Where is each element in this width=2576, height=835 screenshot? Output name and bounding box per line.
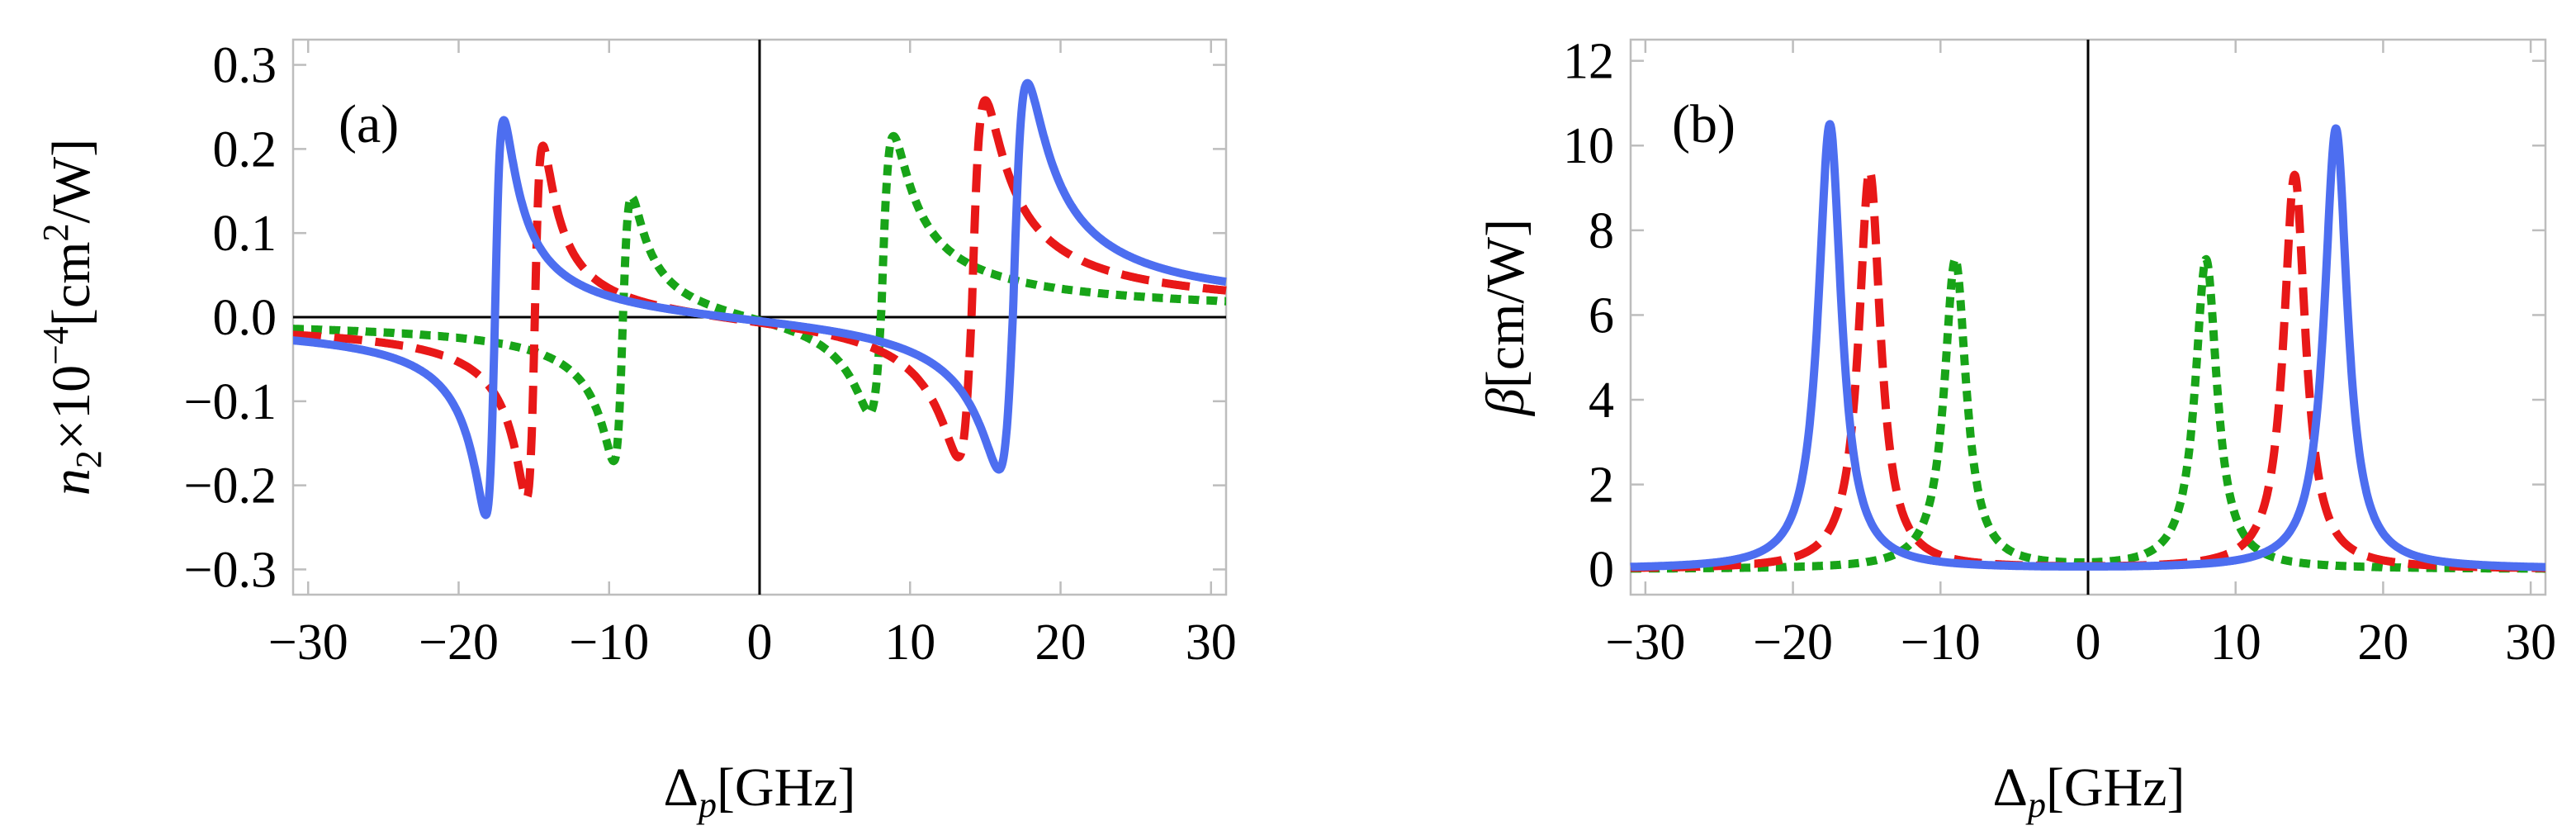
x-tick-label: 10 [884,614,935,671]
panel-a-curves [289,78,1230,520]
panel-b-x-axis-title: Δp[GHz] [1992,757,2185,825]
x-tick-label: 0 [2076,614,2101,671]
y-tick-label: 4 [1589,372,1614,429]
x-tick-label: −10 [569,614,649,671]
y-tick-label: 12 [1563,34,1614,90]
panel-b-curves [1627,120,2550,573]
x-tick-label: 0 [747,614,773,671]
x-tick-label: 30 [1186,614,1237,671]
y-tick-label: 10 [1563,118,1614,174]
panel-a-x-tick-labels: −30 −20 −10 0 10 20 30 [268,614,1237,671]
panel-b-y-axis-title: β[cm/W] [1475,219,1536,417]
y-tick-label: 0.2 [213,121,277,178]
x-tick-label: −30 [268,614,348,671]
a-series-solid [289,78,1230,520]
y-tick-label: −0.1 [184,374,277,430]
y-tick-label: −0.3 [184,542,277,598]
panel-a-y-tick-labels: −0.3 −0.2 −0.1 0.0 0.1 0.2 0.3 [184,38,277,599]
y-tick-label: 0 [1589,542,1614,598]
panel-a-x-axis-title: Δp[GHz] [663,757,855,825]
y-tick-label: 6 [1589,287,1614,344]
panel-b-y-tick-labels: 0 2 4 6 8 10 12 [1563,34,1614,599]
panel-a-n2-chart: −30 −20 −10 0 10 20 30 −0.3 −0.2 −0.1 0.0 0.1 0.2 0.… [36,38,1237,825]
x-tick-label: −30 [1605,614,1685,671]
x-tick-label: −10 [1901,614,1981,671]
y-tick-label: −0.2 [184,458,277,515]
y-tick-label: 2 [1589,458,1614,514]
panel-b-label: (b) [1672,94,1735,154]
panel-a-label: (a) [339,94,399,154]
y-tick-label: 8 [1589,203,1614,259]
y-tick-label: 0.0 [213,290,277,346]
panel-b-beta-chart: −30 −20 −10 0 10 20 30 0 2 4 6 8 10 12 (b) Δp[GHz] β… [1475,34,2556,825]
x-tick-label: 10 [2210,614,2261,671]
x-tick-label: 20 [2357,614,2408,671]
x-tick-label: −20 [1753,614,1833,671]
x-tick-label: 30 [2505,614,2556,671]
x-tick-label: −20 [419,614,499,671]
panel-b-x-tick-labels: −30 −20 −10 0 10 20 30 [1605,614,2556,671]
b-series-dotted [1627,254,2550,573]
x-tick-label: 20 [1035,614,1087,671]
panel-a-y-axis-title: n2×10−4[cm2/W] [36,139,109,496]
y-tick-label: 0.1 [213,206,277,262]
y-tick-label: 0.3 [213,38,277,94]
b-series-solid [1627,120,2550,572]
